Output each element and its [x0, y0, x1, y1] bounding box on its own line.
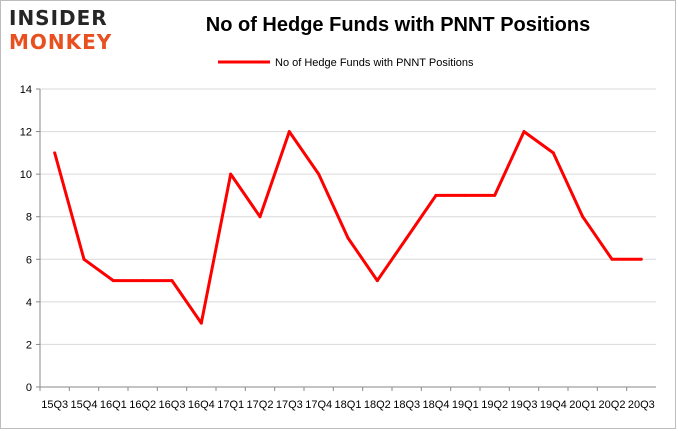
chart-title: No of Hedge Funds with PNNT Positions	[205, 14, 591, 36]
x-tick-label: 20Q1	[569, 399, 596, 411]
data-point	[229, 172, 233, 176]
data-point	[111, 279, 115, 283]
x-tick-label: 15Q4	[71, 399, 98, 411]
data-point	[434, 193, 438, 197]
data-point	[551, 151, 555, 155]
y-tick-label: 2	[26, 339, 32, 351]
x-tick-label: 16Q4	[188, 399, 215, 411]
y-tick-label: 6	[26, 254, 32, 266]
y-tick-label: 14	[20, 84, 32, 96]
x-tick-label: 17Q4	[305, 399, 332, 411]
series-line	[53, 130, 642, 325]
data-point	[493, 193, 497, 197]
x-tick-label: 16Q3	[159, 399, 186, 411]
data-point	[405, 236, 409, 240]
data-point	[53, 151, 57, 155]
x-tick-label: 18Q1	[335, 399, 362, 411]
y-axis-ticks: 0 2 4 6 8 10 12 14	[20, 84, 40, 394]
x-tick-label: 18Q4	[423, 399, 450, 411]
data-point	[170, 279, 174, 283]
x-tick-label: 18Q3	[393, 399, 420, 411]
data-point	[258, 215, 262, 219]
y-tick-label: 12	[20, 127, 32, 139]
x-tick-label: 19Q2	[481, 399, 508, 411]
x-tick-label: 19Q4	[540, 399, 567, 411]
legend-label: No of Hedge Funds with PNNT Positions	[275, 57, 474, 69]
data-point	[346, 236, 350, 240]
data-point	[463, 193, 467, 197]
data-point	[375, 279, 379, 283]
x-tick-label: 16Q1	[100, 399, 127, 411]
insider-monkey-logo: INSIDER MONKEY	[9, 6, 129, 56]
data-point	[522, 130, 526, 134]
x-axis-ticks: 15Q3 15Q4 16Q1 16Q2 16Q3 16Q4 17Q1 17Q2 17Q3 17Q4…	[39, 387, 655, 411]
data-point	[317, 172, 321, 176]
x-tick-label: 15Q3	[41, 399, 68, 411]
logo-line-1: INSIDER	[9, 6, 108, 30]
data-point	[199, 321, 203, 325]
x-tick-label: 17Q2	[247, 399, 274, 411]
data-point	[82, 257, 86, 261]
data-point	[581, 215, 585, 219]
logo-line-2: MONKEY	[9, 30, 113, 54]
y-tick-label: 0	[26, 382, 32, 394]
x-tick-label: 19Q1	[452, 399, 479, 411]
gridlines	[40, 88, 656, 345]
x-tick-label: 20Q3	[628, 399, 655, 411]
data-point	[141, 279, 145, 283]
x-tick-label: 18Q2	[364, 399, 391, 411]
y-tick-label: 8	[26, 212, 32, 224]
x-tick-label: 19Q3	[511, 399, 538, 411]
x-tick-label: 20Q2	[599, 399, 626, 411]
y-tick-label: 4	[26, 297, 32, 309]
data-point	[287, 130, 291, 134]
data-point	[610, 257, 614, 261]
x-tick-label: 17Q1	[217, 399, 244, 411]
legend: No of Hedge Funds with PNNT Positions	[218, 57, 474, 69]
data-point	[639, 257, 643, 261]
y-tick-label: 10	[20, 169, 32, 181]
x-tick-label: 16Q2	[129, 399, 156, 411]
x-tick-label: 17Q3	[276, 399, 303, 411]
